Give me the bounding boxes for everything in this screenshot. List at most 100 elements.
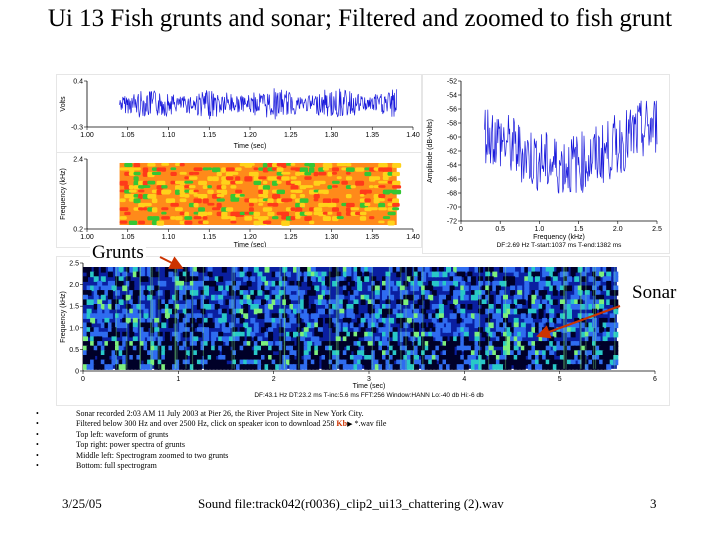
spectrogram-cell (290, 194, 296, 199)
spectrogram-cell (296, 267, 302, 273)
spectrogram-cell (225, 336, 231, 342)
spectrogram-cell (442, 294, 448, 301)
spectrogram-cell (128, 167, 135, 173)
spectrogram-cell (570, 271, 576, 278)
spectrogram-cell (428, 341, 434, 347)
spectrogram-cell (378, 327, 384, 333)
spectrogram-cell (570, 331, 576, 338)
spectrogram-cell (577, 355, 583, 361)
spectrogram-cell (595, 290, 601, 296)
spectrogram-cell (93, 350, 99, 356)
spectrogram-cell (488, 276, 494, 282)
spectrogram-cell (581, 294, 587, 301)
spectrogram-cell (328, 350, 334, 356)
spectrogram-cell (510, 359, 516, 366)
spectrogram-cell (609, 327, 615, 333)
spectrogram-cell (184, 180, 194, 184)
spectrogram-cell (236, 313, 241, 319)
spectrogram-cell (517, 327, 523, 333)
spectrogram-cell (424, 290, 430, 296)
spectrogram-cell (385, 327, 391, 333)
spectrogram-cell (328, 304, 334, 310)
spectrogram-cell (488, 267, 494, 273)
spectrogram-cell (364, 364, 370, 370)
spectrogram-cell (435, 313, 441, 319)
spectrogram-cell (460, 290, 466, 296)
spectrogram-cell (303, 267, 309, 273)
spectrogram-cell (182, 290, 188, 296)
spectrogram-cell (278, 336, 284, 342)
spectrogram-cell (156, 167, 163, 172)
spectrogram-cell (304, 185, 314, 188)
spectrogram-cell (403, 359, 409, 366)
spectrogram-cell (453, 313, 459, 319)
spectrogram-cell (382, 345, 387, 352)
spectrogram-cell (151, 220, 158, 226)
spectrogram-cell (349, 313, 355, 319)
spectrogram-cell (309, 220, 315, 225)
spectrogram-cell (97, 317, 103, 324)
spectrogram-streak (202, 267, 204, 369)
spectrogram-cell (303, 359, 309, 366)
spectrogram-cell (253, 171, 259, 177)
spectrogram-cell (293, 294, 298, 301)
spectrogram-cell (310, 336, 316, 342)
spectrogram-cell (83, 336, 88, 342)
spectrogram-cell (517, 290, 523, 296)
spectrogram-cell (599, 350, 605, 356)
spectrogram-cell (588, 304, 594, 310)
spectrogram-cell (485, 350, 491, 356)
spectrogram-cell (421, 322, 427, 329)
spectrogram-cell (552, 280, 558, 287)
spectrogram-cell (107, 294, 113, 301)
spectrogram-cell (357, 350, 363, 356)
spectrogram-cell (456, 313, 462, 319)
spectrogram-cell (460, 336, 466, 342)
spectrogram-cell (414, 294, 419, 301)
spectrogram-cell (364, 276, 370, 282)
spectrogram-cell (285, 350, 291, 356)
spectrogram-cell (246, 294, 252, 301)
spectrogram-cell (164, 345, 170, 352)
spectrogram-cell (517, 359, 523, 366)
spectrogram-cell (495, 308, 501, 315)
spectrogram-cell (257, 276, 263, 282)
spectrogram-cell (346, 313, 352, 319)
spectrogram-cell (285, 271, 291, 278)
spectrogram-cell (204, 331, 209, 338)
spectrogram-cell (577, 304, 583, 310)
spectrogram-cell (271, 345, 277, 352)
spectrogram-cell (179, 304, 185, 310)
spectrogram-cell (592, 304, 597, 310)
spectrogram-cell (421, 341, 427, 347)
spectrogram-cell (446, 294, 451, 301)
spectrogram-cell (293, 364, 298, 370)
spectrogram-cell (157, 304, 163, 310)
spectrogram-cell (236, 341, 241, 347)
spectrogram-cell (396, 313, 402, 319)
spectrogram-cell (364, 202, 371, 207)
spectrogram-cell (132, 341, 138, 347)
speaker-icon[interactable]: ▶ (347, 420, 353, 429)
spectrogram-cell (410, 294, 416, 301)
spectrogram-cell (186, 327, 192, 333)
spectrogram-cell (90, 364, 96, 370)
y-tick-label: -60 (447, 135, 457, 142)
spectrogram-cell (196, 327, 202, 333)
spectrogram-cell (93, 336, 99, 342)
spectrogram-cell (246, 345, 252, 352)
spectrogram-cell (221, 211, 228, 217)
spectrogram-cell (179, 211, 186, 216)
spectrogram-cell (239, 271, 245, 278)
spectrogram-cell (161, 350, 167, 356)
spectrogram-cell (275, 280, 281, 287)
spectrogram-cell (132, 336, 138, 342)
spectrogram-cell (481, 290, 487, 296)
spectrogram-cell (175, 355, 181, 361)
spectrogram-streak (176, 267, 178, 369)
spectrogram-cell (396, 299, 402, 305)
spectrogram-cell (119, 180, 128, 186)
spectrogram-cell (175, 280, 181, 287)
spectrogram-cell (235, 167, 242, 171)
spectrogram-cell (225, 341, 231, 347)
